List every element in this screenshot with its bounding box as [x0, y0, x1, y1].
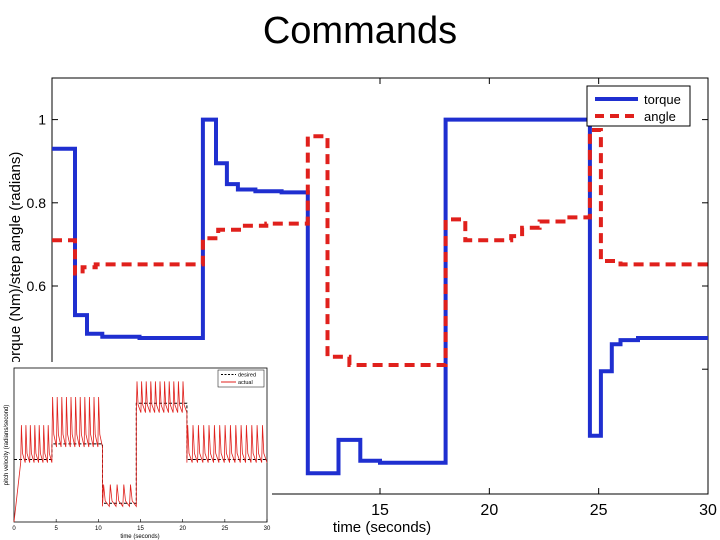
inset-series — [13, 381, 268, 523]
slide-title: Commands — [262, 10, 458, 52]
main-y-tick-label: 1 — [38, 112, 46, 128]
main-legend: torque angle — [586, 85, 691, 127]
inset-x-tick-label: 30 — [264, 526, 271, 532]
inset-chart: 0 5 10 15 20 25 30 pitch velocity (radians/sec… — [0, 362, 272, 540]
main-x-tick-label: 30 — [699, 502, 717, 519]
inset-x-tick-label: 25 — [221, 526, 228, 532]
series-angle-line — [52, 128, 708, 367]
main-x-ticks: 15 20 25 30 — [371, 78, 717, 519]
main-y-tick-label: 0.6 — [27, 278, 47, 294]
main-x-axis-label: time (seconds) — [333, 519, 431, 536]
main-x-tick-label: 25 — [590, 502, 608, 519]
main-x-tick-label: 20 — [480, 502, 498, 519]
inset-x-tick-label: 15 — [137, 526, 144, 532]
legend-torque-label: torque — [644, 92, 681, 107]
inset-x-tick-label: 0 — [12, 526, 16, 532]
main-y-axis-label: torque (Nm)/step angle (radians) — [7, 152, 24, 369]
main-legend-box — [586, 85, 691, 127]
inset-legend-desired-label: desired — [238, 373, 256, 379]
series-torque-line — [52, 117, 708, 476]
inset-legend: desired actual — [217, 369, 265, 388]
main-y-tick-label: 0.8 — [27, 195, 47, 211]
inset-x-tick-label: 20 — [179, 526, 186, 532]
main-series — [52, 117, 708, 476]
main-x-tick-label: 15 — [371, 502, 389, 519]
legend-angle-label: angle — [644, 109, 676, 124]
series-actual-line — [13, 381, 268, 523]
inset-x-ticks: 0 5 10 15 20 25 30 — [12, 519, 271, 532]
inset-x-tick-label: 10 — [95, 526, 102, 532]
inset-y-axis-label: pitch velocity (radians/second) — [4, 405, 10, 486]
inset-legend-actual-label: actual — [238, 380, 253, 386]
inset-x-tick-label: 5 — [54, 526, 58, 532]
inset-x-axis-label: time (seconds) — [120, 534, 159, 540]
